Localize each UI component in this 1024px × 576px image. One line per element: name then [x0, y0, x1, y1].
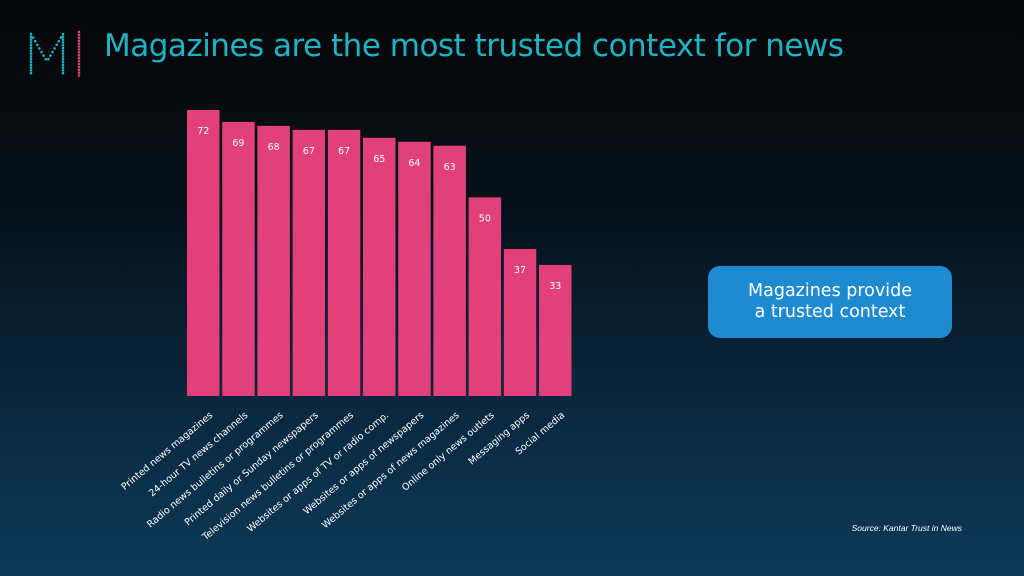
- bar-6: [363, 137, 396, 397]
- bar-5: [327, 129, 361, 396]
- bar-value-label: 68: [268, 142, 280, 153]
- bar-8: [433, 145, 466, 396]
- callout-box: Magazines provide a trusted context: [708, 266, 952, 338]
- bar-value-label: 33: [549, 281, 561, 292]
- bar-4: [292, 129, 326, 396]
- bar-2: [222, 121, 255, 397]
- bar-value-label: 64: [408, 158, 420, 169]
- bar-value-label: 63: [444, 162, 456, 173]
- callout-text: Magazines provide a trusted context: [748, 281, 912, 322]
- bar-value-label: 37: [514, 265, 526, 276]
- bar-value-label: 67: [338, 146, 350, 157]
- bar-10: [503, 249, 537, 396]
- bar-9: [468, 197, 502, 396]
- bar-value-label: 67: [303, 146, 315, 157]
- bar-value-label: 65: [373, 154, 385, 165]
- bar-7: [398, 141, 431, 396]
- bar-11: [539, 264, 572, 396]
- bar-1: [187, 110, 220, 396]
- bar-3: [257, 125, 290, 396]
- logo-icon: [29, 30, 81, 77]
- source-note: Source: Kantar Trust in News: [851, 523, 962, 533]
- bar-value-label: 72: [197, 126, 209, 137]
- bar-value-label: 69: [232, 138, 244, 149]
- page-title: Magazines are the most trusted context f…: [104, 28, 844, 64]
- category-label: Messaging apps: [466, 410, 532, 468]
- bar-value-label: 50: [479, 213, 491, 224]
